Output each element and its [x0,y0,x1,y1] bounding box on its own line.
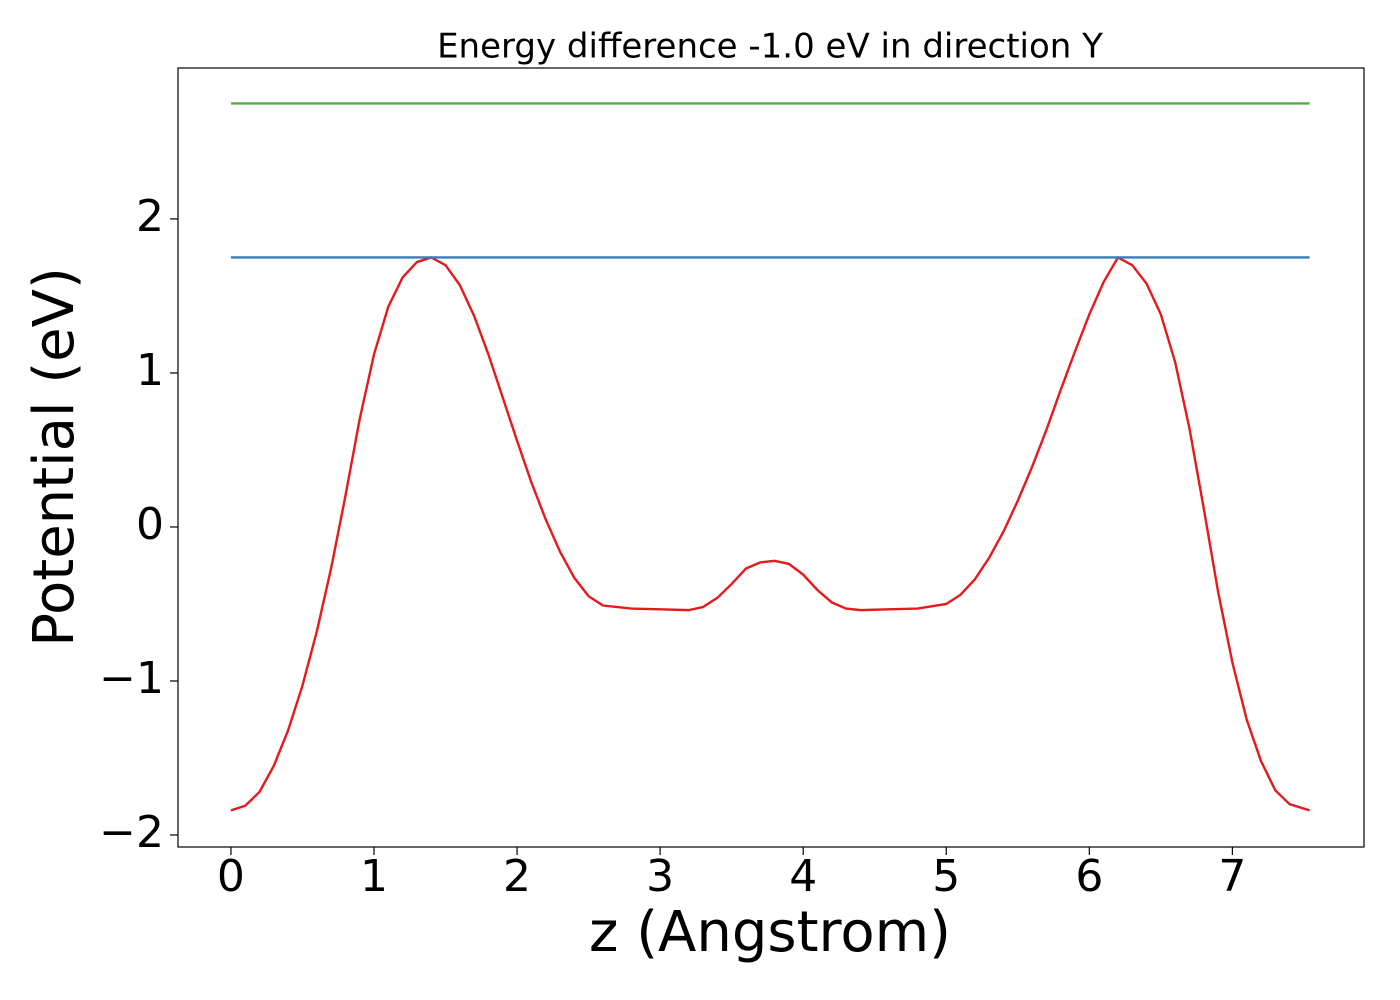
plot-frame [177,67,1365,848]
x-tick-label: 5 [932,851,960,902]
y-tick-label: 1 [136,345,164,396]
y-tick-label: −1 [99,653,164,704]
x-tick-label: 3 [646,851,674,902]
x-tick-label: 7 [1218,851,1246,902]
chart-title: Energy difference -1.0 eV in direction Y [437,27,1103,67]
y-axis-label: Potential (eV) [22,267,87,647]
x-tick-label: 1 [360,851,388,902]
x-axis-label: z (Angstrom) [589,900,951,965]
x-tick-label: 6 [1075,851,1103,902]
x-tick-label: 4 [789,851,817,902]
series-line [230,255,1310,812]
y-tick-label: 0 [136,499,164,550]
x-tick-label: 2 [503,851,531,902]
y-tick-label: −2 [99,807,164,858]
y-tick-label: 2 [136,191,164,242]
x-tick-label: 0 [217,851,245,902]
